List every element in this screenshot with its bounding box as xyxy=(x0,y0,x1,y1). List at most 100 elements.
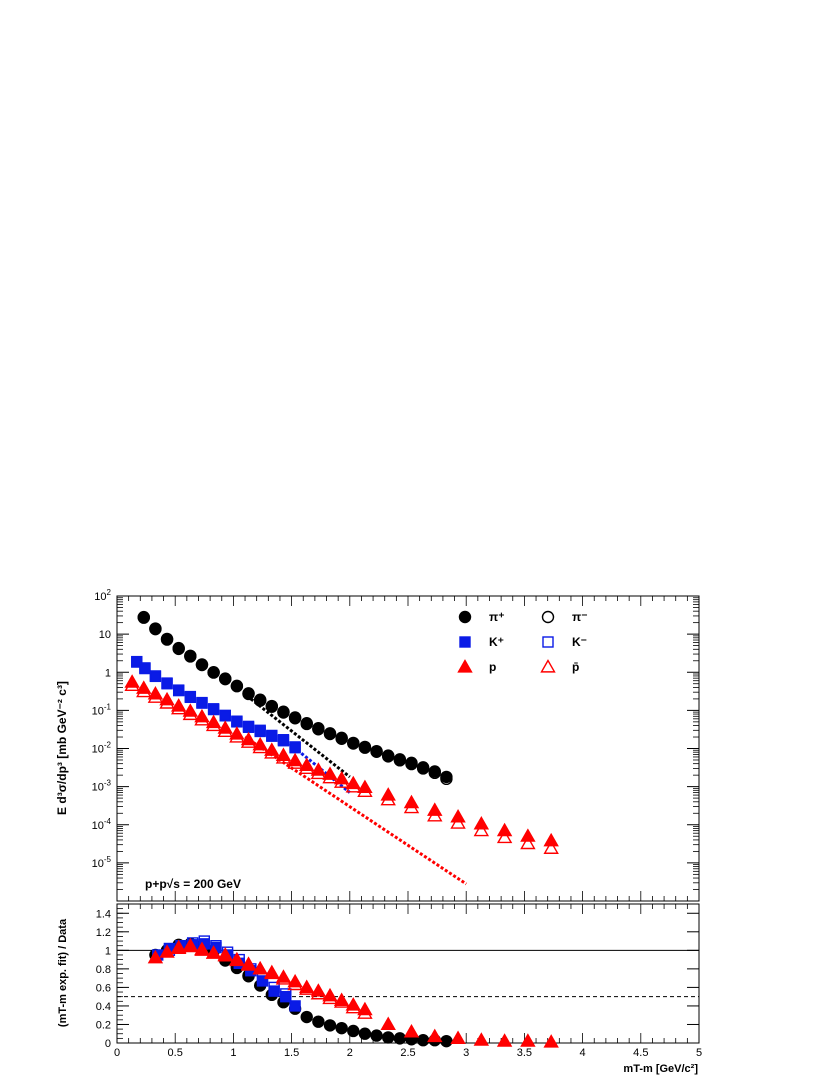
top-point-triangle-open-5 xyxy=(275,750,292,764)
top-point-circle-open-1 xyxy=(242,687,255,701)
bottom-point-triangle-filled-4 xyxy=(473,1032,490,1046)
top-point-triangle-open-5 xyxy=(299,760,315,775)
top-point-circle-open-1 xyxy=(382,750,395,763)
top-point-circle-open-1 xyxy=(230,680,244,693)
bottom-point-triangle-filled-4 xyxy=(496,1033,513,1047)
x-tick-label: 0.5 xyxy=(168,1047,183,1059)
top-y-tick-label: 10 xyxy=(99,629,111,641)
top-point-square-open-3 xyxy=(161,678,173,690)
bottom-point-triangle-filled-4 xyxy=(450,1030,466,1044)
legend-label-4: p xyxy=(489,660,496,674)
legend-label-1: π⁻ xyxy=(572,610,588,624)
collision-annotation: p+p√s = 200 GeV xyxy=(145,877,241,891)
top-point-square-open-3 xyxy=(149,670,162,683)
bottom-point-square-open-3 xyxy=(280,988,292,1000)
top-point-triangle-open-5 xyxy=(333,774,350,788)
top-point-triangle-open-5 xyxy=(229,729,245,743)
top-point-circle-open-1 xyxy=(288,712,302,725)
bottom-point-triangle-open-5 xyxy=(310,985,327,1000)
bottom-point-triangle-filled-4 xyxy=(159,944,175,958)
top-point-triangle-open-5 xyxy=(310,765,327,780)
bottom-point-triangle-open-5 xyxy=(345,999,361,1014)
top-point-circle-open-1 xyxy=(370,745,383,758)
top-point-triangle-open-5 xyxy=(543,840,559,854)
top-point-square-filled-2 xyxy=(266,729,278,742)
bottom-point-triangle-open-5 xyxy=(264,965,280,980)
top-point-circle-open-1 xyxy=(195,658,209,672)
top-point-square-open-3 xyxy=(289,741,301,754)
legend-marker-0 xyxy=(458,610,472,624)
x-ticks: 0 0.5 1 1.5 2 2.5 3 3.5 4 4.5 5 xyxy=(114,904,702,1059)
x-tick-label: 0 xyxy=(114,1047,120,1059)
bottom-point-circle-filled-0 xyxy=(312,1015,325,1028)
top-point-square-open-3 xyxy=(139,662,151,675)
top-point-circle-open-1 xyxy=(300,717,313,731)
top-point-square-filled-2 xyxy=(149,670,162,682)
bottom-point-triangle-open-5 xyxy=(229,951,245,966)
bottom-point-triangle-open-5 xyxy=(275,971,292,985)
bottom-point-circle-filled-0 xyxy=(416,1034,430,1047)
top-point-circle-open-1 xyxy=(184,650,197,663)
top-point-triangle-filled-4 xyxy=(520,828,536,842)
top-point-triangle-open-5 xyxy=(182,706,199,721)
top-point-circle-open-1 xyxy=(277,706,290,719)
top-point-square-open-3 xyxy=(207,703,220,716)
top-point-square-open-3 xyxy=(254,725,266,738)
top-point-triangle-open-5 xyxy=(136,683,152,698)
top-point-triangle-open-5 xyxy=(252,739,268,754)
top-point-triangle-open-5 xyxy=(357,783,373,797)
bottom-y-tick-label: 0.2 xyxy=(96,1019,111,1031)
bottom-y-tick-label: 1 xyxy=(105,945,111,957)
top-point-triangle-open-5 xyxy=(205,717,222,732)
top-point-triangle-open-5 xyxy=(380,791,396,806)
top-point-triangle-open-5 xyxy=(520,835,536,850)
top-point-square-open-3 xyxy=(172,684,185,697)
bottom-point-square-filled-2 xyxy=(268,985,280,997)
top-point-square-open-3 xyxy=(196,697,208,709)
top-point-triangle-open-5 xyxy=(473,822,490,837)
bottom-point-circle-filled-0 xyxy=(323,1019,337,1032)
top-point-circle-open-1 xyxy=(347,737,360,750)
top-point-square-filled-2 xyxy=(184,690,197,703)
x-tick-label: 4.5 xyxy=(633,1047,648,1059)
legend-label-2: K⁺ xyxy=(489,635,504,649)
bottom-point-triangle-filled-4 xyxy=(543,1034,559,1048)
x-tick-label: 1.5 xyxy=(284,1047,299,1059)
top-point-circle-open-1 xyxy=(428,766,441,780)
bottom-data-marks xyxy=(147,935,559,1048)
bottom-point-triangle-open-5 xyxy=(170,939,187,954)
bottom-point-circle-filled-0 xyxy=(393,1032,407,1045)
bottom-point-triangle-open-5 xyxy=(287,976,303,991)
top-point-circle-open-1 xyxy=(265,700,279,713)
bottom-y-tick-label: 1.2 xyxy=(96,927,111,939)
x-tick-label: 1 xyxy=(230,1047,236,1059)
bottom-point-triangle-open-5 xyxy=(322,990,338,1005)
top-point-circle-open-1 xyxy=(160,633,174,646)
top-point-circle-open-1 xyxy=(416,762,430,775)
top-point-circle-open-1 xyxy=(335,732,348,745)
bottom-point-square-open-3 xyxy=(268,981,280,994)
bottom-point-triangle-filled-4 xyxy=(427,1028,443,1043)
top-point-square-filled-2 xyxy=(196,696,208,709)
top-point-circle-open-1 xyxy=(358,741,372,754)
bottom-point-circle-filled-0 xyxy=(358,1027,372,1040)
bottom-point-triangle-open-5 xyxy=(357,1005,373,1019)
top-y-tick-label: 1 xyxy=(105,667,111,679)
top-point-square-filled-2 xyxy=(231,715,243,727)
bottom-y-tick-label: 0.4 xyxy=(96,1001,111,1013)
top-point-triangle-open-5 xyxy=(159,695,175,709)
legend-marker-3 xyxy=(542,636,554,648)
bottom-point-triangle-open-5 xyxy=(182,937,199,952)
top-point-square-filled-2 xyxy=(172,684,185,696)
bottom-point-triangle-open-5 xyxy=(333,994,350,1008)
legend: π⁺ π⁻ K⁺ K⁻ p p̄ xyxy=(457,610,588,674)
exp-fit-line-0 xyxy=(249,697,351,779)
top-point-circle-open-1 xyxy=(393,754,407,767)
bottom-point-triangle-open-5 xyxy=(194,942,210,956)
bottom-y-ticks: 0 0.2 0.4 0.6 0.8 1 1.2 1.4 xyxy=(96,903,699,1050)
top-point-circle-open-1 xyxy=(149,622,162,636)
legend-marker-1 xyxy=(541,610,555,624)
bottom-y-axis-label: (mT-m exp. fit) / Data xyxy=(57,918,69,1027)
x-axis-label: mT-m [GeV/c²] xyxy=(623,1063,698,1075)
